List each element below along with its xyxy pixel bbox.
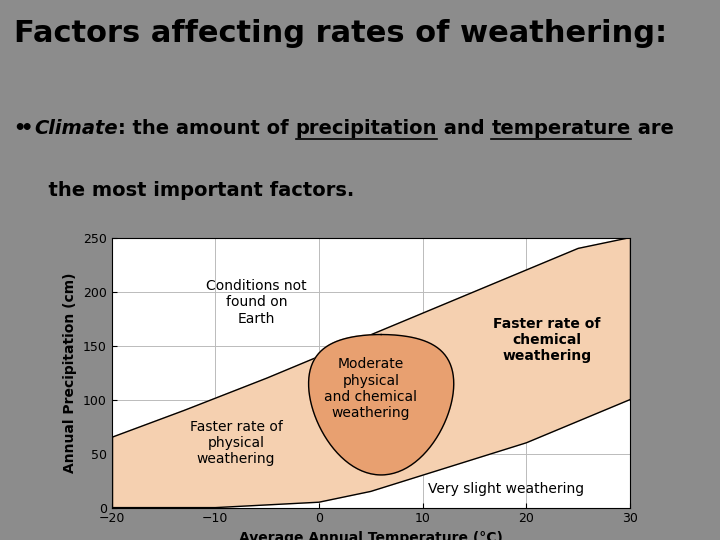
Text: •: •: [13, 119, 25, 138]
Y-axis label: Annual Precipitation (cm): Annual Precipitation (cm): [63, 272, 77, 473]
Text: Very slight weathering: Very slight weathering: [428, 482, 584, 496]
Polygon shape: [309, 334, 454, 475]
Text: the most important factors.: the most important factors.: [35, 181, 354, 200]
Text: Factors affecting rates of weathering:: Factors affecting rates of weathering:: [14, 19, 667, 48]
Text: : the amount of: : the amount of: [118, 119, 296, 138]
Text: Faster rate of
chemical
weathering: Faster rate of chemical weathering: [493, 317, 600, 363]
Text: Conditions not
found on
Earth: Conditions not found on Earth: [207, 279, 307, 326]
Polygon shape: [112, 238, 630, 508]
Text: Faster rate of
physical
weathering: Faster rate of physical weathering: [189, 420, 282, 466]
Text: temperature: temperature: [492, 119, 631, 138]
Text: Climate: Climate: [35, 119, 118, 138]
Text: and: and: [437, 119, 492, 138]
Text: Moderate
physical
and chemical
weathering: Moderate physical and chemical weatherin…: [324, 357, 418, 420]
Text: precipitation: precipitation: [296, 119, 437, 138]
X-axis label: Average Annual Temperature (°C): Average Annual Temperature (°C): [239, 531, 503, 540]
Text: •: •: [20, 119, 32, 138]
Text: are: are: [631, 119, 674, 138]
